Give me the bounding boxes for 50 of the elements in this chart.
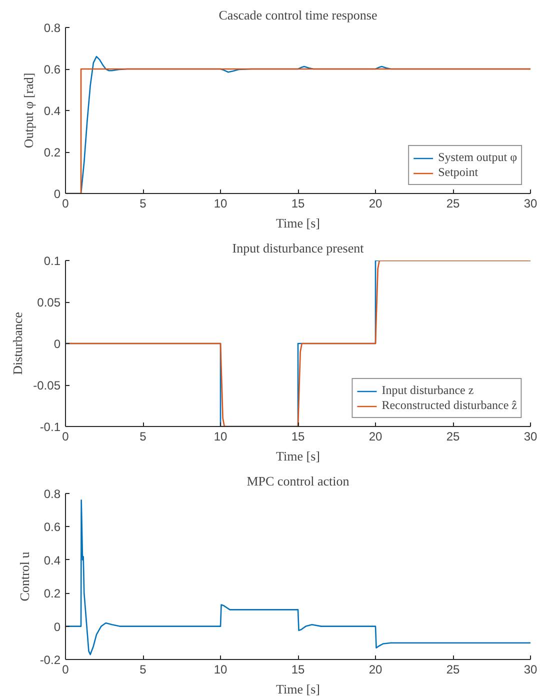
y-tick-label: 0.1: [44, 254, 61, 268]
legend-label: Input disturbance z: [382, 383, 474, 398]
chart-title: Input disturbance present: [232, 240, 364, 256]
x-tick-label: 10: [214, 662, 228, 676]
x-tick-label: 5: [140, 430, 147, 444]
x-tick-label: 25: [446, 662, 460, 676]
x-tick-label: 15: [291, 196, 305, 210]
y-tick-label: 0.2: [44, 146, 61, 160]
y-tick-label: 0: [54, 337, 61, 351]
x-axis-title: Time [s]: [276, 448, 320, 464]
y-axis-title: Disturbance: [10, 312, 26, 375]
x-tick-label: 10: [214, 430, 228, 444]
x-tick-label: 25: [446, 196, 460, 210]
y-tick-label: 0.6: [44, 520, 61, 534]
x-tick-label: 0: [62, 196, 70, 210]
x-tick-label: 30: [524, 430, 538, 444]
x-tick-label: 15: [291, 662, 305, 676]
y-tick-label: 0.6: [44, 62, 61, 76]
x-tick-label: 25: [446, 430, 460, 444]
y-tick-label: 0.4: [44, 553, 61, 568]
legend-label: Setpoint: [438, 165, 478, 180]
x-tick-label: 30: [524, 662, 538, 676]
y-tick-label: 0.2: [44, 586, 61, 601]
y-tick-label: -0.05: [33, 378, 61, 392]
y-axis-title: Output φ [rad]: [20, 72, 36, 148]
y-tick-label: 0.8: [44, 21, 61, 35]
x-tick-label: 10: [214, 196, 228, 210]
x-tick-label: 5: [140, 662, 147, 676]
x-tick-label: 0: [62, 662, 70, 676]
y-tick-label: -0.2: [40, 653, 61, 667]
legend-label: Reconstructed disturbance ẑ: [382, 398, 517, 413]
x-axis-title: Time [s]: [276, 682, 320, 696]
legend-label: System output φ: [438, 150, 517, 165]
x-tick-label: 5: [140, 196, 147, 210]
y-tick-label: 0: [54, 620, 61, 634]
y-tick-label: 0.05: [37, 296, 61, 310]
x-tick-label: 15: [291, 430, 305, 444]
y-tick-label: 0: [54, 187, 61, 201]
y-axis-title: Control u: [16, 551, 32, 602]
x-axis-title: Time [s]: [276, 216, 320, 230]
x-tick-label: 20: [368, 196, 382, 210]
y-tick-label: -0.1: [40, 420, 61, 434]
x-tick-label: 30: [524, 196, 538, 210]
chart-title: MPC control action: [246, 474, 350, 488]
x-tick-label: 20: [368, 662, 382, 676]
chart-title: Cascade control time response: [218, 8, 378, 22]
x-tick-label: 0: [62, 430, 70, 444]
y-tick-label: 0.4: [44, 104, 61, 118]
y-tick-label: 0.8: [44, 487, 61, 501]
x-tick-label: 20: [368, 430, 382, 444]
